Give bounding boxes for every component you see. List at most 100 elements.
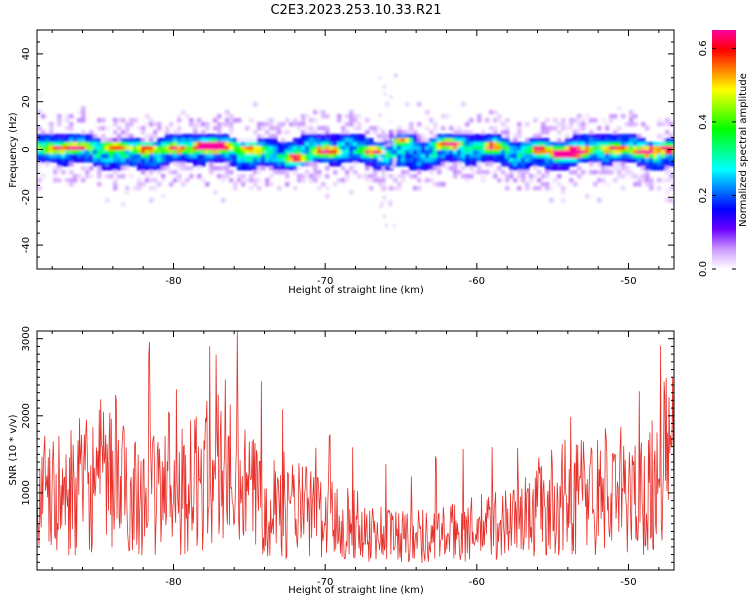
heatmap-cell bbox=[381, 174, 386, 179]
heatmap-cell bbox=[93, 150, 98, 155]
heatmap-cell bbox=[61, 154, 66, 159]
heatmap-cell bbox=[409, 142, 414, 147]
heatmap-cell bbox=[373, 166, 378, 171]
heatmap-cell bbox=[97, 162, 102, 167]
heatmap-cell bbox=[601, 118, 606, 123]
heatmap-cell bbox=[101, 138, 106, 143]
heatmap-cell bbox=[485, 138, 490, 143]
heatmap-cell bbox=[149, 186, 154, 191]
heatmap-cell bbox=[641, 174, 646, 179]
heatmap-cell bbox=[129, 150, 134, 155]
heatmap-cell bbox=[489, 154, 494, 159]
heatmap-cell bbox=[497, 118, 502, 123]
heatmap-cell bbox=[201, 138, 206, 143]
heatmap-cell bbox=[457, 138, 462, 143]
heatmap-cell bbox=[185, 114, 190, 119]
heatmap-cell bbox=[649, 154, 654, 159]
heatmap-cell bbox=[241, 158, 246, 163]
heatmap-cell bbox=[669, 170, 674, 175]
heatmap-cell bbox=[121, 154, 126, 159]
heatmap-cell bbox=[277, 126, 282, 131]
heatmap-cell bbox=[81, 158, 86, 163]
heatmap-cell bbox=[229, 118, 234, 123]
heatmap-cell bbox=[381, 138, 386, 143]
heatmap-cell bbox=[382, 150, 386, 154]
heatmap-cell bbox=[392, 224, 396, 228]
heatmap-cell bbox=[441, 154, 446, 159]
heatmap-cell bbox=[525, 142, 530, 147]
heatmap-cell bbox=[637, 182, 642, 187]
heatmap-cell bbox=[629, 134, 634, 139]
heatmap-cell bbox=[121, 162, 126, 167]
heatmap-cell bbox=[481, 142, 486, 147]
heatmap-cell bbox=[97, 174, 102, 179]
heatmap-cell bbox=[297, 178, 302, 183]
heatmap-cell bbox=[325, 186, 330, 191]
heatmap-cell bbox=[521, 174, 526, 179]
heatmap-cell bbox=[657, 150, 662, 155]
heatmap-cell bbox=[269, 182, 274, 187]
heatmap-cell bbox=[569, 142, 574, 147]
heatmap-cell bbox=[521, 158, 526, 163]
heatmap-cell bbox=[253, 166, 258, 171]
heatmap-cell bbox=[609, 142, 614, 147]
heatmap-cell bbox=[149, 158, 154, 163]
heatmap-cell bbox=[161, 166, 166, 171]
heatmap-cell bbox=[333, 170, 338, 175]
heatmap-cell bbox=[597, 178, 602, 183]
heatmap-cell bbox=[241, 162, 246, 167]
heatmap-cell bbox=[305, 130, 310, 135]
heatmap-cell bbox=[53, 170, 58, 175]
heatmap-cell bbox=[621, 134, 626, 139]
heatmap-cell bbox=[153, 158, 158, 163]
heatmap-cell bbox=[585, 138, 590, 143]
heatmap-cell bbox=[185, 150, 190, 155]
heatmap-cell bbox=[382, 188, 386, 192]
heatmap-cell bbox=[245, 158, 250, 163]
heatmap-cell bbox=[217, 134, 222, 139]
heatmap-cell bbox=[649, 150, 654, 155]
heatmap-cell bbox=[549, 158, 554, 163]
heatmap-cell bbox=[653, 166, 658, 171]
heatmap-cell bbox=[405, 130, 410, 135]
heatmap-cell bbox=[517, 170, 522, 175]
heatmap-cell bbox=[253, 138, 258, 143]
heatmap-cell bbox=[461, 102, 466, 107]
heatmap-cell bbox=[277, 150, 282, 155]
heatmap-cell bbox=[581, 142, 586, 147]
heatmap-cell bbox=[105, 146, 110, 151]
heatmap-cell bbox=[189, 142, 194, 147]
heatmap-cell bbox=[577, 122, 582, 127]
heatmap-cell bbox=[645, 126, 650, 131]
heatmap-cell bbox=[129, 142, 134, 147]
heatmap-cell bbox=[321, 130, 326, 135]
heatmap-cell bbox=[433, 126, 438, 131]
heatmap-cell bbox=[285, 146, 290, 151]
heatmap-cell bbox=[141, 166, 146, 171]
heatmap-cell bbox=[321, 134, 326, 139]
heatmap-cell bbox=[305, 138, 310, 143]
heatmap-cell bbox=[269, 174, 274, 179]
x-tick-label: -60 bbox=[469, 577, 485, 588]
heatmap-cell bbox=[517, 146, 522, 151]
heatmap-cell bbox=[465, 130, 470, 135]
heatmap-cell bbox=[77, 118, 82, 123]
heatmap-cell bbox=[49, 134, 54, 139]
heatmap-cell bbox=[365, 138, 370, 143]
heatmap-cell bbox=[341, 146, 346, 151]
heatmap-cell bbox=[189, 118, 194, 123]
heatmap-cell bbox=[149, 142, 154, 147]
heatmap-cell bbox=[385, 142, 390, 147]
heatmap-cell bbox=[377, 146, 382, 151]
heatmap-cell bbox=[429, 166, 434, 171]
heatmap-cell bbox=[513, 150, 518, 155]
heatmap-cell bbox=[501, 154, 506, 159]
heatmap-cell bbox=[485, 134, 490, 139]
heatmap-cell bbox=[197, 134, 202, 139]
heatmap-cell bbox=[185, 138, 190, 143]
heatmap-cell bbox=[53, 166, 58, 171]
heatmap-cell bbox=[261, 150, 266, 155]
heatmap-cell bbox=[173, 162, 178, 167]
heatmap-cell bbox=[365, 118, 370, 123]
heatmap-cell bbox=[221, 158, 226, 163]
